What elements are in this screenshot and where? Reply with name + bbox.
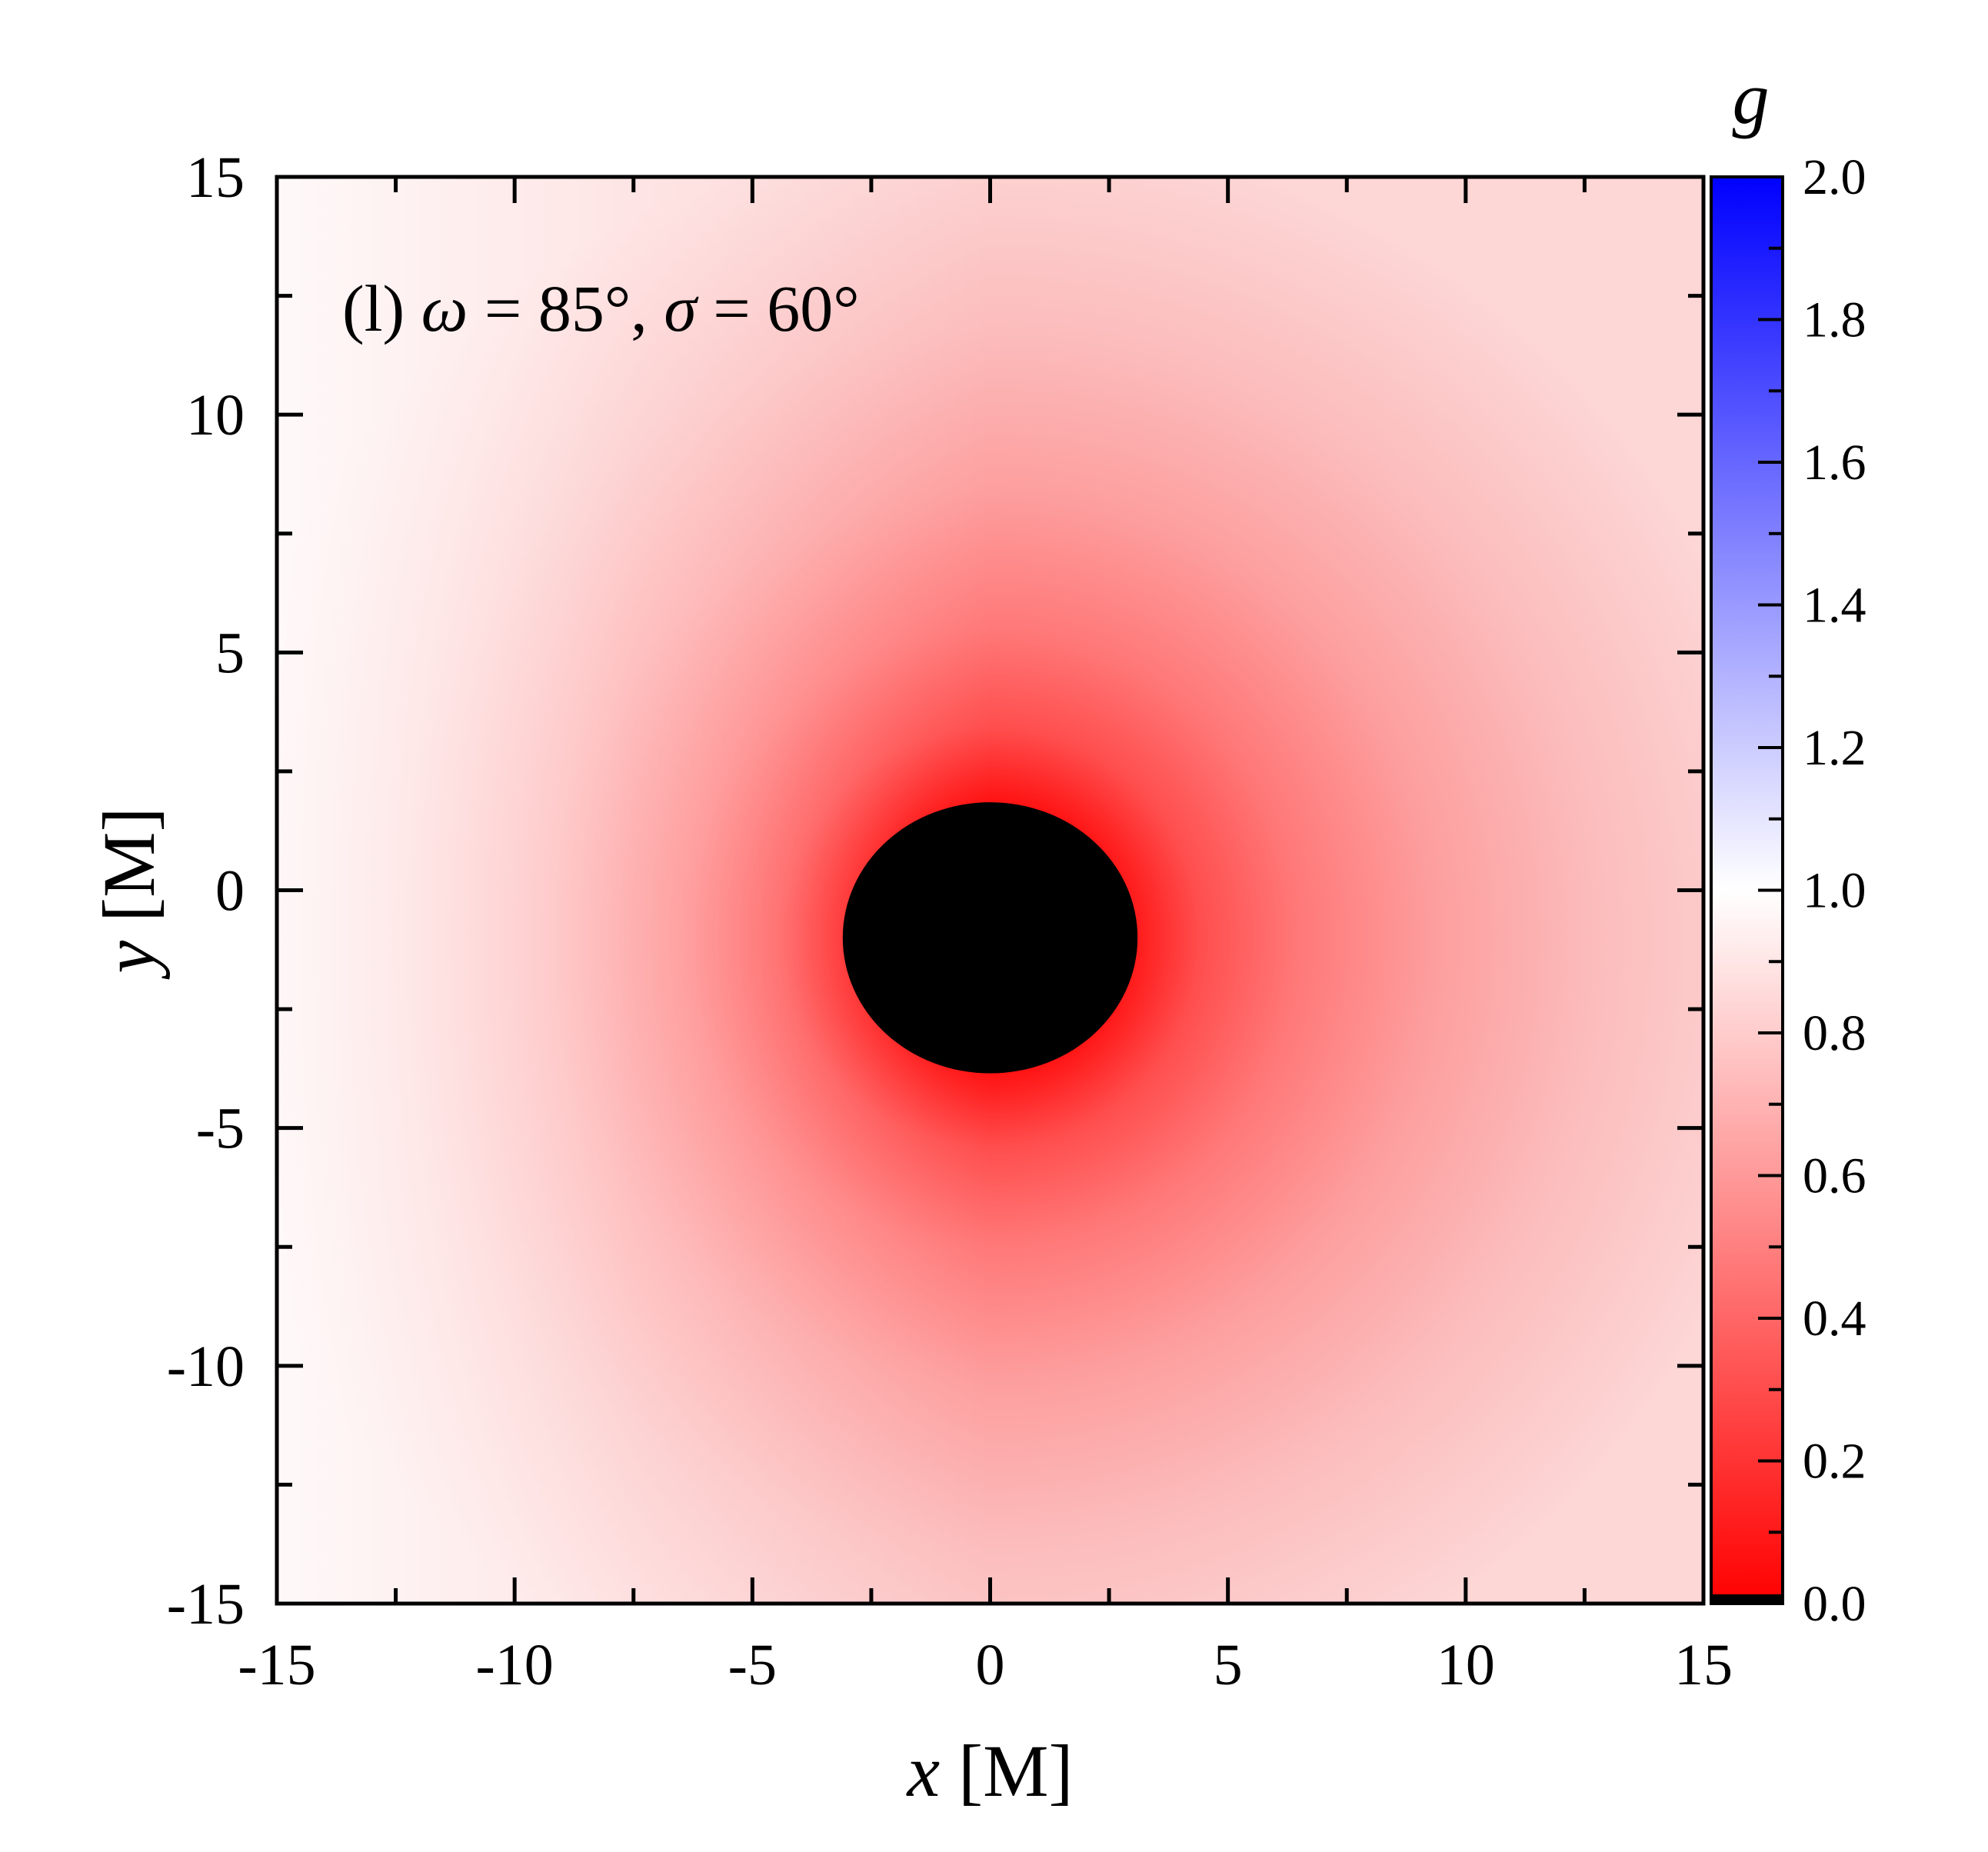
annotation-prefix: (l)	[342, 271, 421, 345]
x-axis-title: x [M]	[906, 1730, 1074, 1812]
panel-annotation: (l) ω = 85°, σ = 60°	[342, 271, 860, 345]
y-axis-title: y [M]	[88, 808, 170, 981]
colorbar-tick-label: 1.4	[1803, 578, 1866, 634]
omega-symbol: ω	[421, 271, 468, 345]
omega-value: = 85°,	[468, 271, 664, 345]
colorbar-tick-label: 0.6	[1803, 1148, 1866, 1204]
colorbar-tick-label: 1.0	[1803, 863, 1866, 919]
colorbar-tick-label: 0.2	[1803, 1434, 1866, 1490]
colorbar-bottom-cap	[1711, 1594, 1783, 1604]
y-axis-unit: [M]	[88, 808, 170, 941]
colorbar-tick-label: 1.6	[1803, 435, 1866, 491]
colorbar-tick-label: 1.2	[1803, 720, 1866, 776]
y-tick-label: 10	[186, 383, 245, 448]
heatmap-field	[277, 177, 1703, 1604]
x-tick-label: 15	[1674, 1633, 1733, 1697]
x-tick-label: 0	[976, 1633, 1005, 1697]
colorbar-ticks: 0.0 0.2 0.4 0.6 0.8 1.0 1.2 1.4 1.6 1.8 2.0	[1758, 149, 1866, 1632]
colorbar-tick-label: 0.0	[1803, 1576, 1866, 1632]
sigma-value: = 60°	[697, 271, 860, 345]
colorbar-tick-label: 0.8	[1803, 1005, 1866, 1061]
x-tick-label: 5	[1214, 1633, 1243, 1697]
colorbar-tick-label: 1.8	[1803, 292, 1866, 348]
x-tick-label: -15	[238, 1633, 315, 1697]
x-axis-variable: x	[906, 1730, 941, 1812]
black-hole-shadow	[842, 802, 1138, 1074]
colorbar-tick-label: 2.0	[1803, 149, 1866, 205]
y-tick-label: -15	[167, 1572, 245, 1637]
y-axis-ticks: -15 -10 -5 0 5 10 15	[167, 145, 1703, 1637]
y-axis-variable: y	[88, 940, 170, 980]
x-tick-label: -5	[728, 1633, 777, 1697]
x-axis-unit: [M]	[940, 1730, 1073, 1812]
colorbar-tick-label: 0.4	[1803, 1291, 1866, 1347]
colorbar-title: g	[1733, 57, 1770, 139]
x-tick-label: 10	[1437, 1633, 1495, 1697]
y-tick-label: 5	[215, 621, 245, 685]
y-tick-label: 0	[215, 859, 245, 924]
x-axis-ticks: -15 -10 -5 0 5 10 15	[238, 177, 1733, 1697]
y-tick-label: -5	[196, 1097, 245, 1161]
y-tick-label: 15	[186, 145, 245, 210]
colorbar: 0.0 0.2 0.4 0.6 0.8 1.0 1.2 1.4 1.6 1.8 2.0 g	[1710, 57, 1866, 1632]
sigma-symbol: σ	[664, 271, 699, 345]
y-tick-label: -10	[167, 1334, 245, 1399]
x-tick-label: -10	[476, 1633, 554, 1697]
